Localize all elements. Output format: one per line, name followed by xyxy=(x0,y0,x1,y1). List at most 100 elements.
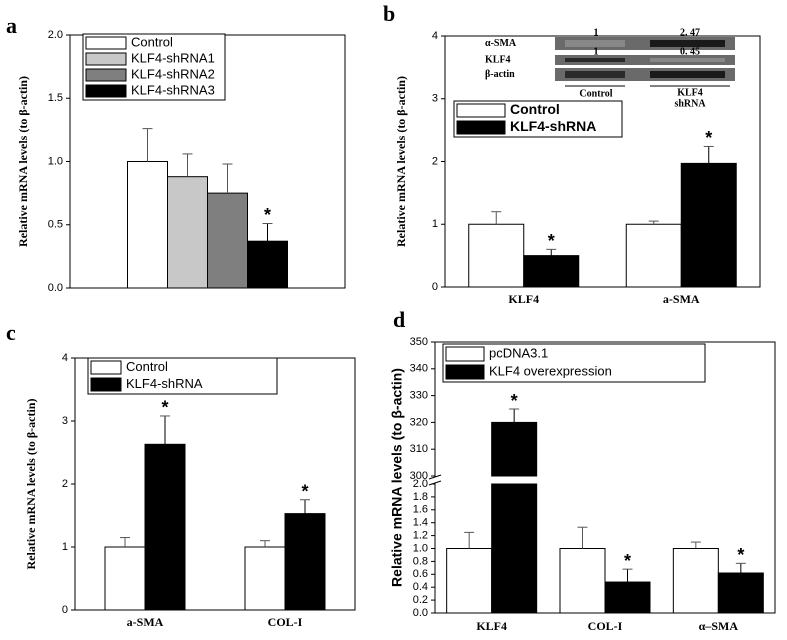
significance-label: * xyxy=(548,231,555,251)
y-tick-label: 3 xyxy=(432,93,438,105)
bar xyxy=(559,548,606,614)
y-tick-label: 1.0 xyxy=(48,155,63,167)
bar xyxy=(625,223,682,288)
blot-row-label: α-SMA xyxy=(485,38,517,49)
panel-label: a xyxy=(6,13,17,38)
y-tick-label: 0 xyxy=(432,281,438,293)
bar xyxy=(491,483,538,614)
bar xyxy=(247,240,288,289)
legend-swatch xyxy=(445,346,485,362)
bar xyxy=(523,255,580,288)
bar xyxy=(672,548,719,614)
y-tick-label: 0.4 xyxy=(413,581,428,593)
significance-label: * xyxy=(264,205,271,225)
panel-label: b xyxy=(383,1,395,26)
y-tick-label: 0.2 xyxy=(413,594,428,606)
x-tick-label: COL-I xyxy=(268,615,303,629)
legend-swatch xyxy=(85,84,127,98)
y-tick-label: 1.5 xyxy=(48,92,63,104)
legend-swatch xyxy=(85,68,127,82)
blot-ratio: 0. 45 xyxy=(680,46,700,57)
blot-band xyxy=(565,58,625,62)
y-tick-label: 0.5 xyxy=(48,219,63,231)
y-tick-label: 1.6 xyxy=(413,504,428,516)
y-tick-label: 0.0 xyxy=(413,607,428,619)
y-tick-label: 3 xyxy=(62,415,68,427)
y-tick-label: 2 xyxy=(432,155,438,167)
bar xyxy=(717,572,764,614)
bar xyxy=(144,443,186,611)
y-tick-label: 350 xyxy=(410,336,428,348)
bar xyxy=(167,176,208,289)
break-mark xyxy=(428,474,442,480)
y-tick-label: 4 xyxy=(62,352,68,364)
y-tick-label: 2.0 xyxy=(413,478,428,490)
legend-label: KLF4 overexpression xyxy=(489,363,612,378)
legend-label: Control xyxy=(131,34,173,49)
bar xyxy=(284,513,326,611)
lane-label: Control xyxy=(579,88,612,99)
significance-label: * xyxy=(161,398,168,418)
bar xyxy=(604,581,651,614)
significance-label: * xyxy=(705,128,712,148)
y-tick-label: 1 xyxy=(62,541,68,553)
legend-label: KLF4-shRNA1 xyxy=(131,50,215,65)
blot-band xyxy=(565,40,625,47)
blot-ratio: 1 xyxy=(594,46,599,57)
x-tick-label: KLF4 xyxy=(508,292,539,306)
legend-label: KLF4-shRNA xyxy=(126,376,203,391)
legend-swatch xyxy=(90,377,122,392)
y-tick-label: 0.0 xyxy=(48,282,63,294)
legend-label: KLF4-shRNA2 xyxy=(131,66,215,81)
y-tick-label: 0.8 xyxy=(413,555,428,567)
y-tick-label: 1.2 xyxy=(413,530,428,542)
x-tick-label: KLF4 xyxy=(476,619,507,633)
y-tick-label: 320 xyxy=(410,416,428,428)
x-tick-label: α–SMA xyxy=(699,619,739,633)
bar xyxy=(207,192,248,289)
significance-label: * xyxy=(737,545,744,565)
bar xyxy=(491,421,538,477)
panel-label: c xyxy=(6,320,16,345)
y-tick-label: 4 xyxy=(432,30,438,42)
y-axis-label: Relative mRNA levels (to β-actin) xyxy=(24,399,38,570)
y-tick-label: 1.4 xyxy=(413,517,428,529)
panel-label: d xyxy=(393,307,405,332)
bar xyxy=(127,161,168,289)
blot-ratio: 1 xyxy=(594,27,599,38)
significance-label: * xyxy=(511,391,518,411)
legend-swatch xyxy=(85,36,127,50)
y-axis-label: Relative mRNA levels (to β-actin) xyxy=(16,76,30,247)
y-axis-label: Relative mRNA levels (to β-actin) xyxy=(394,76,408,247)
legend-label: pcDNA3.1 xyxy=(489,345,548,360)
bar xyxy=(104,546,146,611)
bar xyxy=(244,546,286,611)
legend-label: KLF4-shRNA3 xyxy=(131,82,215,97)
y-tick-label: 2 xyxy=(62,478,68,490)
blot-band xyxy=(650,58,725,62)
y-tick-label: 2.0 xyxy=(48,29,63,41)
legend-label: Control xyxy=(510,101,560,117)
bar xyxy=(446,548,493,614)
blot-band xyxy=(565,71,625,78)
bar xyxy=(468,223,525,288)
y-tick-label: 330 xyxy=(410,390,428,402)
significance-label: * xyxy=(624,551,631,571)
y-tick-label: 310 xyxy=(410,443,428,455)
blot-ratio: 2. 47 xyxy=(680,27,700,38)
y-tick-label: 340 xyxy=(410,363,428,375)
legend-swatch xyxy=(456,120,506,135)
lane-label: shRNA xyxy=(674,98,706,109)
legend-label: KLF4-shRNA xyxy=(510,118,596,134)
y-tick-label: 0.6 xyxy=(413,568,428,580)
legend-swatch xyxy=(445,364,485,380)
y-tick-label: 1 xyxy=(432,218,438,230)
legend-swatch xyxy=(85,52,127,66)
x-tick-label: COL-I xyxy=(588,619,623,633)
break-mark xyxy=(428,480,442,486)
legend-swatch xyxy=(90,360,122,375)
legend-swatch xyxy=(456,103,506,118)
legend-box xyxy=(442,343,706,383)
y-tick-label: 1.8 xyxy=(413,491,428,503)
